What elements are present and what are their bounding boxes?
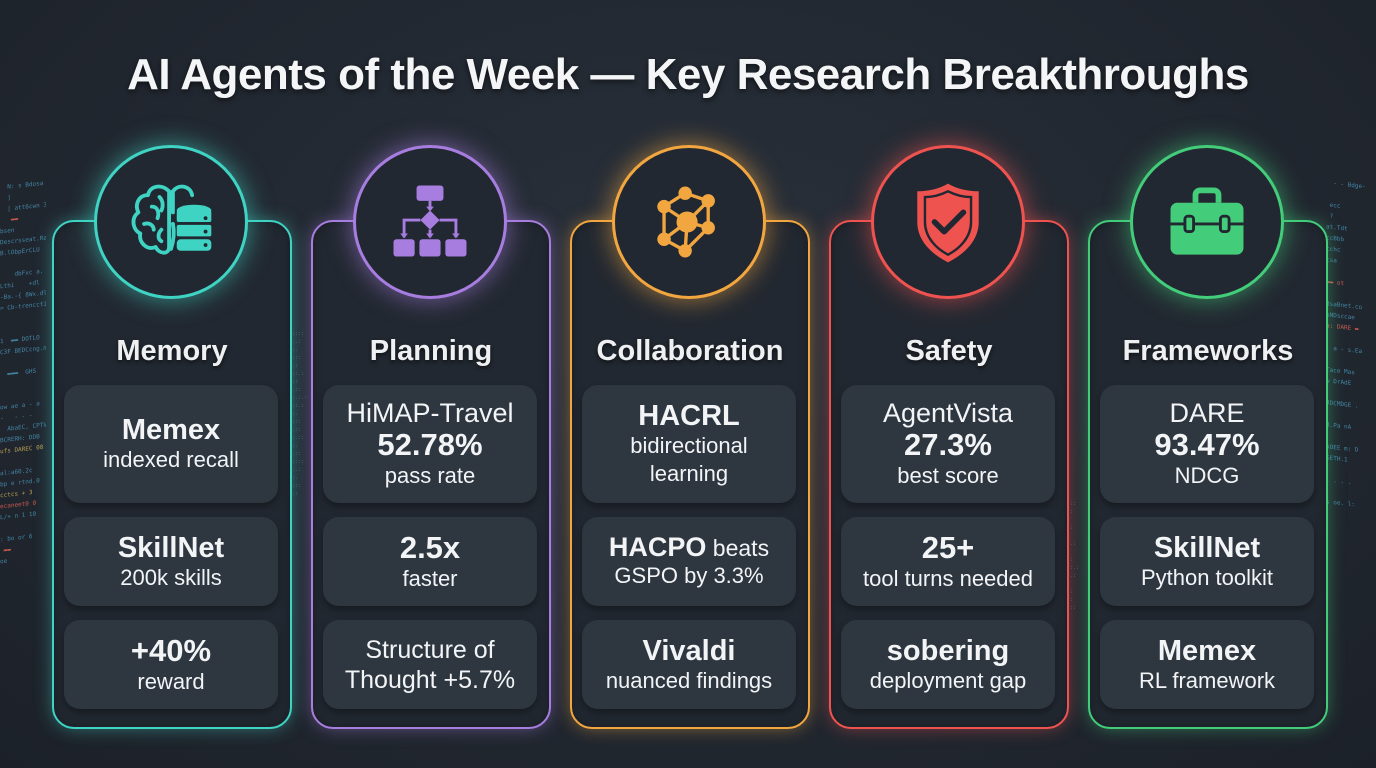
tile-headline-bold: HACPO — [608, 532, 707, 562]
column-frameworks: Frameworks DARE 93.47% NDCG SkillNet Pyt… — [1088, 145, 1328, 729]
stat-tile: +40% reward — [64, 620, 278, 709]
column-safety: Safety AgentVista 27.3% best score 25+ t… — [829, 145, 1069, 729]
category-title-memory: Memory — [116, 335, 228, 367]
icon-badge-collaboration — [612, 145, 766, 299]
stat-tile: HACRL bidirectional learning — [582, 385, 796, 503]
stat-tile: sobering deployment gap — [841, 620, 1055, 709]
tile-caption: tool turns needed — [862, 565, 1034, 591]
tile-caption: bidirectional — [630, 433, 748, 458]
tile-headline: AgentVista — [882, 398, 1014, 428]
tile-caption: NDCG — [1174, 463, 1240, 488]
stat-tile: HiMAP-Travel 52.78% pass rate — [323, 385, 537, 503]
category-title-planning: Planning — [369, 335, 493, 367]
icon-badge-frameworks — [1130, 145, 1284, 299]
icon-badge-safety — [871, 145, 1025, 299]
tile-caption: nuanced findings — [605, 667, 773, 693]
tile-caption: indexed recall — [103, 447, 239, 472]
tile-value: 2.5x — [399, 529, 461, 565]
tile-headline: DARE — [1169, 398, 1245, 428]
tile-caption: reward — [137, 668, 205, 694]
tile-headline: HACPO beats — [609, 533, 769, 562]
decorative-code-right: - - Bdge- ecc ? at.Tdt ccBbb cchc tsa ▬▬ ot… — [1326, 179, 1366, 509]
category-title-frameworks: Frameworks — [1122, 335, 1294, 367]
tiles-collaboration: HACRL bidirectional learning HACPO beats… — [582, 385, 796, 709]
tiles-planning: HiMAP-Travel 52.78% pass rate 2.5x faste… — [323, 385, 537, 709]
shield-check-icon — [917, 183, 979, 263]
flowchart-icon — [393, 185, 467, 257]
tile-caption: RL framework — [1138, 667, 1276, 693]
tile-headline: HiMAP-Travel — [346, 398, 514, 428]
tiles-safety: AgentVista 27.3% best score 25+ tool tur… — [841, 385, 1055, 709]
tiles-memory: Memex indexed recall SkillNet 200k skill… — [64, 385, 278, 709]
tile-headline: Structure of — [365, 635, 495, 664]
tile-headline-rest: beats — [706, 535, 770, 561]
tile-headline: Memex — [1157, 634, 1257, 667]
tile-caption: GSPO by 3.3% — [614, 563, 764, 588]
stat-tile: Memex RL framework — [1100, 620, 1314, 709]
tile-caption: deployment gap — [869, 667, 1027, 693]
tile-value: +40% — [130, 632, 212, 668]
tile-value: 93.47% — [1154, 427, 1260, 462]
stat-tile: HACPO beats GSPO by 3.3% — [582, 517, 796, 606]
category-title-collaboration: Collaboration — [596, 335, 784, 367]
icon-badge-memory — [94, 145, 248, 299]
stat-tile: DARE 93.47% NDCG — [1100, 385, 1314, 503]
tile-headline: Vivaldi — [642, 634, 736, 667]
stat-tile: Structure of Thought +5.7% — [323, 620, 537, 709]
tile-caption: faster — [402, 565, 458, 591]
decorative-code-left: N: s Bdosa ] | att6cwn 33 ▬▬ bsen Descrss… — [0, 179, 46, 566]
tiles-frameworks: DARE 93.47% NDCG SkillNet Python toolkit… — [1100, 385, 1314, 709]
tile-value: 25+ — [921, 529, 975, 565]
stat-tile: SkillNet Python toolkit — [1100, 517, 1314, 606]
decorative-code-gap-1: :::: ..: :. ::: .: ::.: :: .:: :.:.: ::.… — [292, 331, 308, 497]
tile-caption: pass rate — [384, 463, 476, 488]
column-collaboration: Collaboration HACRL bidirectional learni… — [570, 145, 810, 729]
column-memory: Memory Memex indexed recall SkillNet 200… — [52, 145, 292, 729]
column-planning: Planning HiMAP-Travel 52.78% pass rate 2… — [311, 145, 551, 729]
icon-badge-planning — [353, 145, 507, 299]
tile-caption: Thought +5.7% — [344, 665, 516, 694]
tile-headline: sobering — [886, 634, 1010, 667]
brain-database-icon — [131, 184, 212, 255]
tile-caption: 200k skills — [120, 564, 222, 590]
stat-tile: 2.5x faster — [323, 517, 537, 606]
stat-tile: Memex indexed recall — [64, 385, 278, 503]
page-title: AI Agents of the Week — Key Research Bre… — [127, 50, 1249, 99]
stat-tile: SkillNet 200k skills — [64, 517, 278, 606]
tile-headline: SkillNet — [117, 531, 225, 564]
tile-value: 52.78% — [377, 427, 483, 462]
network-nodes-icon — [657, 186, 715, 258]
tile-value: 27.3% — [904, 427, 992, 462]
briefcase-icon — [1170, 187, 1244, 255]
tile-headline: SkillNet — [1153, 531, 1261, 564]
tile-caption: learning — [649, 461, 729, 486]
stat-tile: AgentVista 27.3% best score — [841, 385, 1055, 503]
tile-headline: HACRL — [638, 400, 740, 432]
tile-caption: Python toolkit — [1140, 564, 1274, 590]
tile-caption: best score — [897, 463, 999, 488]
stat-tile: Vivaldi nuanced findings — [582, 620, 796, 709]
category-title-safety: Safety — [905, 335, 993, 367]
stat-tile: 25+ tool turns needed — [841, 517, 1055, 606]
tile-headline: Memex — [121, 414, 221, 446]
